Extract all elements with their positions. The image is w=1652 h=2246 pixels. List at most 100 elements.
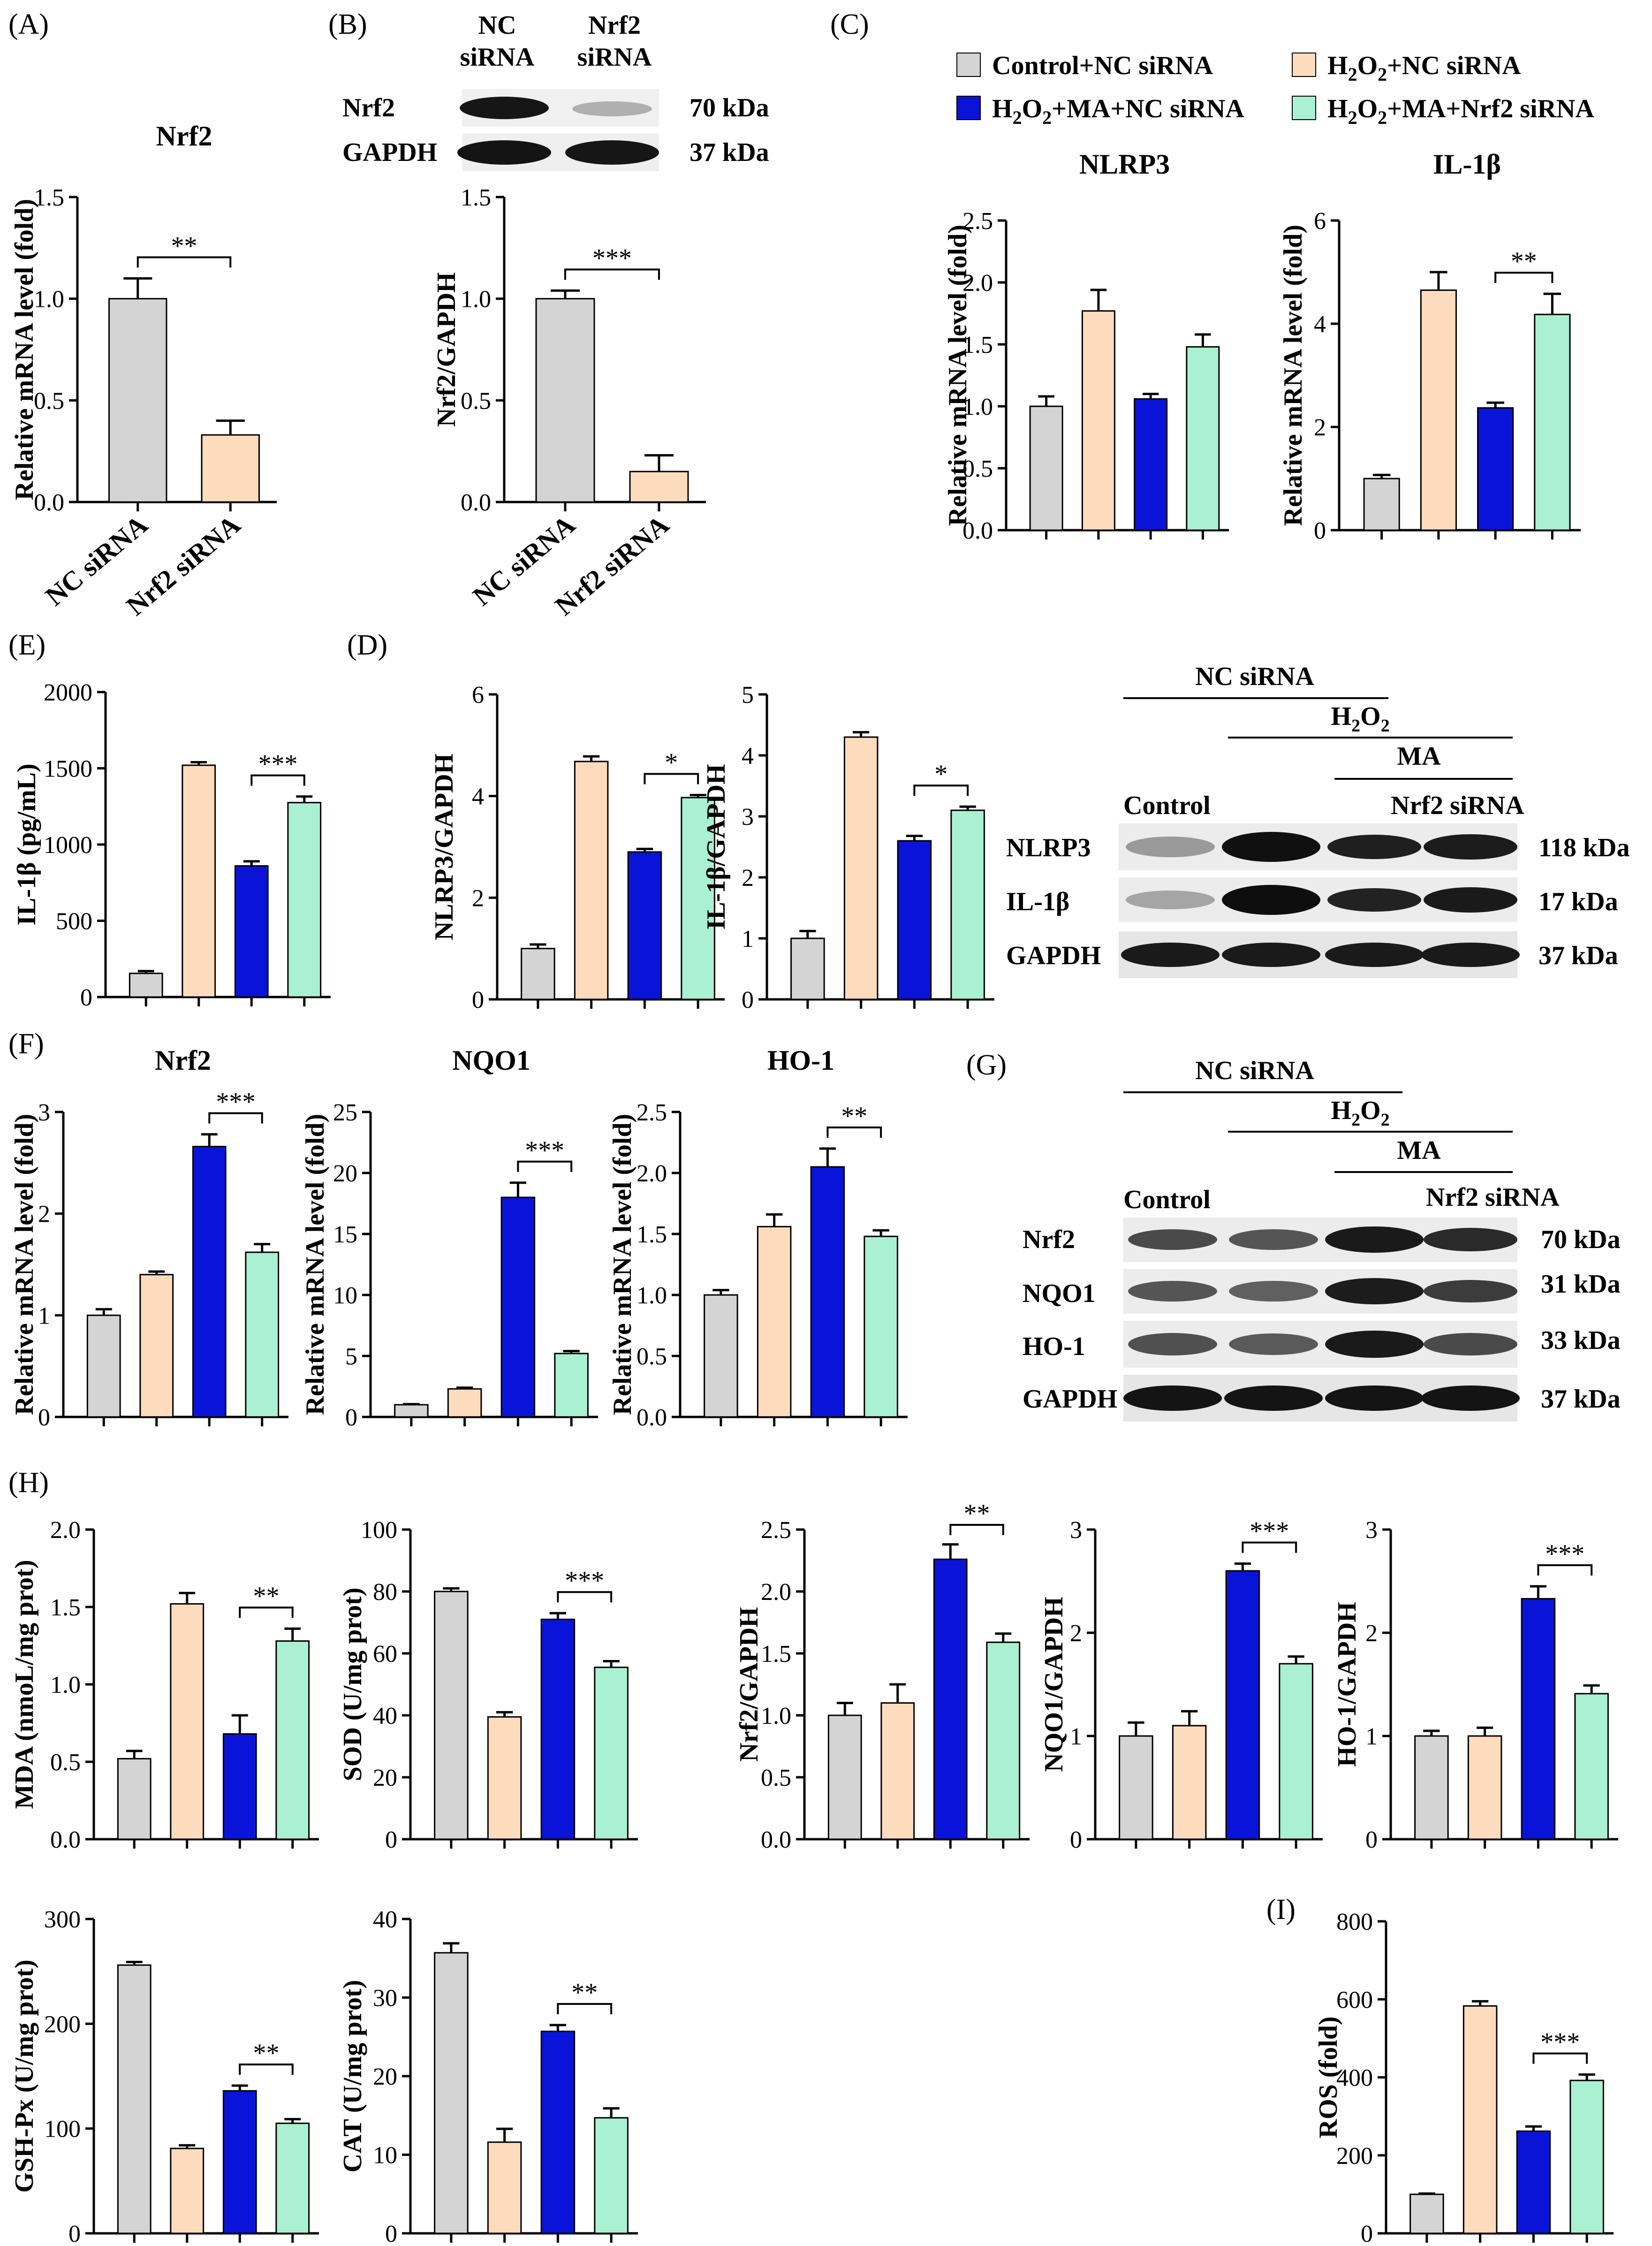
bar [287,802,322,998]
legend-label-ma: H2O2+MA+NC siRNA [992,94,1244,128]
y-tick-label: 0.0 [962,518,993,544]
bar [554,1353,589,1418]
y-tick-label: 1.0 [637,1282,667,1309]
y-tick-label: 1.5 [461,184,491,211]
y-tick-label: 0.5 [50,1749,81,1776]
chart-title: NQO1 [452,1045,530,1076]
blot-b-lane-2: Nrf2 siRNA [577,11,652,72]
significance-label: ** [841,1102,867,1131]
bar [880,1702,915,1840]
panel-label-g: (G) [966,1049,1007,1081]
bar [1081,310,1115,531]
bar [1420,289,1457,531]
blot-b-lane-1: NC siRNA [460,11,535,72]
blot-d-band [1222,885,1320,915]
y-tick-label: 15 [333,1221,357,1248]
significance-bracket [250,774,305,786]
blot-g-band [1325,1278,1424,1304]
y-tick-label: 30 [373,1985,397,2012]
y-tick-label: 2.5 [761,1517,791,1544]
significance-label: *** [525,1136,564,1165]
y-axis-label: CAT (U/mg prot) [338,1980,367,2173]
panel-label-b: (B) [328,8,367,40]
significance-bracket [239,1606,294,1618]
blot-b-band [460,97,549,119]
y-tick-label: 0.5 [962,456,993,482]
bar [757,1226,792,1418]
bar [521,948,555,1000]
blot-g-h2o2-label: H2O2 [1331,1096,1389,1130]
chart-h3: 0.0 0.5 1.0 1.5 2.0 2.5 Nrf2/GAPDH ** [735,1499,1030,1853]
blot-g-band [1325,1386,1424,1411]
bar [1569,2079,1604,2234]
significance-label: ** [1511,247,1537,276]
y-tick-label: 0.5 [637,1343,667,1370]
y-axis-label: Relative mRNA level (fold) [1279,225,1308,526]
y-tick-label: 6 [1314,208,1326,235]
y-tick-label: 100 [44,2116,81,2143]
y-tick-label: 0 [385,1827,397,1853]
blot-g-band [1128,1281,1217,1302]
y-tick-label: 20 [373,1765,397,1791]
y-tick-label: 0 [68,2221,81,2246]
significance-bracket [557,2003,613,2015]
bar [1172,1725,1207,1840]
blot-g-band [1325,1226,1424,1253]
bar [1279,1663,1313,1840]
bar [790,937,825,1000]
bar [629,471,689,503]
y-tick-label: 3 [742,804,754,830]
y-tick-label: 1.0 [50,1672,81,1698]
blot-d-size-gapdh: 37 kDa [1538,941,1618,970]
y-axis-label: HO-1/GAPDH [1333,1602,1362,1767]
bar [897,840,932,1000]
panel-label-h: (H) [8,1467,49,1499]
bar [535,298,595,503]
bar [864,1235,898,1418]
y-tick-label: 1.5 [761,1641,791,1667]
y-tick-label: 0 [38,1404,50,1431]
bar [1119,1735,1153,1840]
significance-label: *** [1250,1517,1289,1546]
y-axis-label: SOD (U/mg prot) [338,1588,367,1782]
y-tick-label: 25 [333,1099,357,1126]
y-tick-label: 4 [742,743,754,769]
bar [843,736,879,1000]
bar [1186,346,1220,531]
y-tick-label: 0 [1314,518,1326,544]
panel-label-d: (D) [347,629,387,661]
legend-label-nrf2si: H2O2+MA+Nrf2 siRNA [1327,94,1594,128]
blot-g-band [1424,1280,1517,1302]
blot-b-size-gapdh: 37 kDa [690,138,769,167]
significance-bracket [1494,272,1553,283]
y-axis-label: Relative mRNA level (fold) [943,225,972,526]
blot-b-protein-gapdh: GAPDH [342,138,437,167]
y-tick-label: 2.0 [962,270,993,297]
bar [1516,2130,1551,2234]
blot-b-size-nrf2: 70 kDa [690,93,769,122]
chart-title: IL-1β [1433,149,1501,180]
y-axis-label: Relative mRNA level (fold) [301,1114,330,1415]
bar [487,2141,522,2234]
y-tick-label: 0.0 [50,1827,81,1853]
significance-label: ** [253,1582,280,1611]
y-tick-label: 3 [38,1099,50,1126]
blot-d-protein-nlrp3: NLRP3 [1006,833,1091,862]
blot-g-band [1424,1228,1517,1251]
y-tick-label: 80 [373,1579,397,1606]
y-tick-label: 2.0 [637,1160,667,1187]
chart-h1: 0.0 0.5 1.0 1.5 2.0 MDA (nmoL/mg prot) ** [10,1517,319,1853]
y-tick-label: 0 [1361,2221,1373,2246]
y-tick-label: 2 [38,1201,50,1228]
blot-g-band [1128,1333,1217,1355]
chart-h7: 0 10 20 30 40 CAT (U/mg prot) ** [338,1906,638,2246]
y-tick-label: 800 [1336,1909,1373,1935]
y-tick-label: 1 [1070,1723,1082,1750]
panel-label-e: (E) [8,629,45,661]
y-axis-label: MDA (nmoL/mg prot) [10,1560,39,1809]
y-axis-label: NLRP3/GAPDH [430,754,459,940]
